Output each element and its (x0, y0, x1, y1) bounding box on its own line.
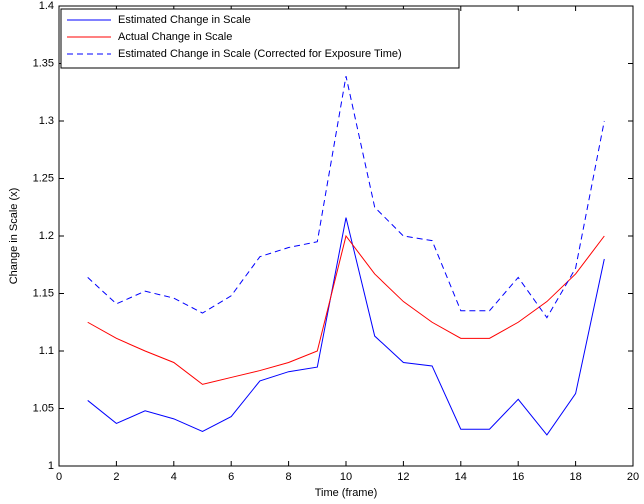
x-tick-label: 2 (113, 471, 119, 483)
y-tick-label: 1.35 (33, 57, 54, 69)
x-tick-label: 18 (569, 471, 581, 483)
y-tick-label: 1.2 (39, 230, 54, 242)
legend-box (60, 8, 460, 69)
plot-frame (58, 5, 634, 467)
x-tick-label: 0 (56, 471, 62, 483)
x-tick-label: 10 (340, 471, 352, 483)
y-tick-label: 1.3 (39, 115, 54, 127)
x-tick-label: 14 (455, 471, 467, 483)
y-tick-label: 1.15 (33, 287, 54, 299)
x-tick-label: 6 (228, 471, 234, 483)
x-axis-label: Time (frame) (315, 487, 378, 499)
legend-label: Estimated Change in Scale (118, 14, 251, 26)
x-tick-label: 12 (397, 471, 409, 483)
x-tick-label: 8 (286, 471, 292, 483)
x-tick-label: 16 (512, 471, 524, 483)
legend-label: Estimated Change in Scale (Corrected for… (118, 48, 402, 60)
y-tick-label: 1.4 (39, 0, 54, 12)
series-line (87, 234, 605, 385)
y-tick-label: 1.25 (33, 172, 54, 184)
x-tick-label: 20 (627, 471, 639, 483)
y-tick-label: 1 (48, 460, 54, 472)
series-line (87, 217, 605, 436)
y-tick-label: 1.05 (33, 402, 54, 414)
y-axis-label: Change in Scale (x) (8, 188, 20, 285)
y-tick-label: 1.1 (39, 345, 54, 357)
series-line (87, 76, 605, 319)
x-tick-label: 4 (171, 471, 177, 483)
legend-label: Actual Change in Scale (118, 31, 232, 43)
